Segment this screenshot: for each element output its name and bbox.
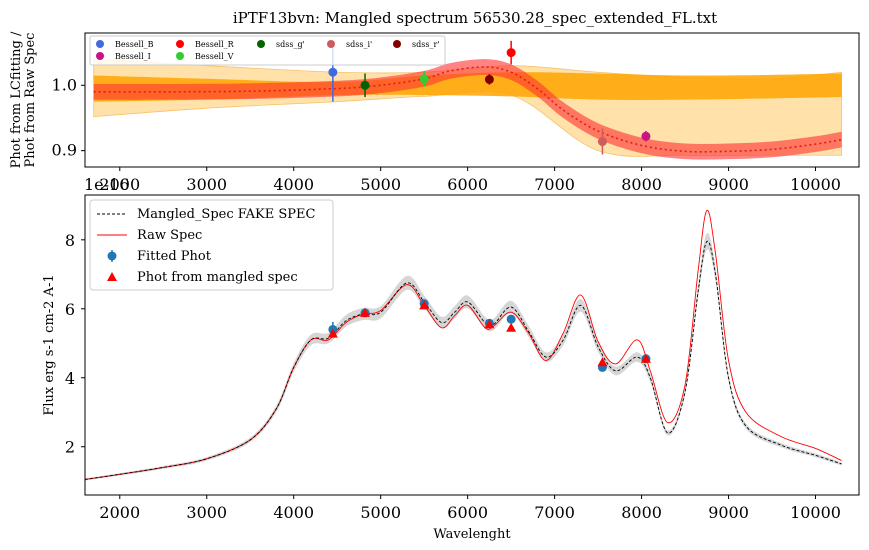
bottom-axes-frame (84, 194, 860, 496)
raw-spec-line (85, 210, 842, 480)
bottom-ytick-label: 2 (65, 438, 75, 457)
legend-phot-swatch (107, 272, 117, 281)
bottom-xtick-label: 4000 (273, 503, 314, 522)
top-legend-label: Bessell_I (115, 52, 151, 61)
top-legend-marker (327, 40, 335, 48)
top-point-marker (484, 74, 494, 84)
top-point-marker (506, 48, 516, 58)
phot-mangled-marker (327, 328, 338, 338)
top-point-marker (419, 74, 429, 84)
bottom-ytick-label: 8 (65, 231, 75, 250)
top-point-marker (328, 67, 338, 77)
legend-raw-label: Raw Spec (137, 228, 202, 243)
fitted-phot-marker (506, 314, 516, 324)
top-xtick-label: 9000 (708, 175, 749, 194)
phot-mangled-marker (484, 319, 495, 329)
legend-fitted-label: Fitted Phot (137, 249, 212, 264)
legend-phot-label: Phot from mangled spec (137, 270, 298, 285)
bottom-xtick-label: 3000 (186, 503, 227, 522)
mangled-spec-line (85, 240, 842, 480)
phot-mangled-marker (640, 353, 651, 363)
top-point-marker (597, 137, 607, 147)
phot-mangled-marker (597, 357, 608, 367)
top-xtick-label: 2000 (99, 175, 140, 194)
phot-mangled-marker (419, 300, 430, 310)
bottom-xtick-label: 2000 (99, 503, 140, 522)
top-xtick-label: 4000 (273, 175, 314, 194)
bottom-legend: Mangled_Spec FAKE SPEC Raw Spec Fitted P… (89, 199, 334, 291)
bottom-xtick-label: 8000 (621, 503, 662, 522)
offset-text: 1e-16 (84, 175, 129, 194)
top-fit-curve (93, 66, 842, 153)
top-xtick-label: 10000 (790, 175, 841, 194)
top-point (360, 73, 370, 98)
bottom-xtick-label: 6000 (447, 503, 488, 522)
top-legend-label: Bessell_V (195, 52, 234, 61)
bottom-xlabel: Wavelenght (433, 527, 511, 542)
top-legend-marker (393, 40, 401, 48)
top-legend-marker (176, 52, 184, 60)
top-legend-label: Bessell_B (115, 40, 154, 49)
top-legend: Bessell_B Bessell_I Bessell_R Bessell_V sdss… (89, 35, 446, 66)
top-ylabel-line2: Phot from Raw Spec (23, 33, 38, 168)
top-xtick-label: 3000 (186, 175, 227, 194)
top-legend-marker (257, 40, 265, 48)
bottom-xtick-label: 5000 (360, 503, 401, 522)
fitted-phot-point (506, 314, 516, 324)
top-xtick-label: 5000 (360, 175, 401, 194)
top-legend-label: sdss_i' (346, 40, 372, 49)
top-axes-frame (84, 32, 860, 168)
top-legend-marker (96, 52, 104, 60)
top-ytick-label: 1.0 (52, 75, 77, 94)
phot-mangled-marker (360, 307, 371, 317)
top-ytick-label: 0.9 (52, 141, 77, 160)
top-xtick-label: 8000 (621, 175, 662, 194)
top-legend-label: sdss_g' (276, 40, 305, 49)
top-ylabel-line1: Phot from LCfitting / (9, 31, 24, 168)
top-point (641, 131, 651, 142)
bottom-xtick-label: 10000 (790, 503, 841, 522)
top-point (506, 40, 516, 65)
top-fit-envelope (93, 59, 842, 160)
mangled-spec-band (85, 232, 842, 481)
legend-fitted-swatch (107, 251, 117, 261)
bottom-ytick-label: 6 (65, 300, 75, 319)
top-legend-label: Bessell_R (195, 40, 235, 49)
bottom-xtick-label: 9000 (708, 503, 749, 522)
top-panel: 0.9 1.0 2000 3000 4000 5000 6000 7000 8000 9000 1… (9, 31, 860, 194)
bottom-xtick-label: 7000 (534, 503, 575, 522)
top-xtick-label: 6000 (447, 175, 488, 194)
top-point-marker (360, 80, 370, 90)
phot-mangled-marker (506, 322, 517, 332)
legend-mangled-label: Mangled_Spec FAKE SPEC (137, 207, 316, 222)
top-point-marker (641, 131, 651, 141)
bottom-panel: 2 4 6 8 2000 3000 4000 5000 6000 7000 8000 9000 100… (42, 175, 860, 542)
top-legend-marker (176, 40, 184, 48)
bottom-ylabel: Flux erg s-1 cm-2 A-1 (42, 274, 57, 415)
top-point (597, 128, 607, 155)
top-point (484, 74, 494, 85)
top-legend-marker (96, 40, 104, 48)
top-point (419, 70, 429, 87)
bottom-ytick-label: 4 (65, 369, 75, 388)
top-xtick-label: 7000 (534, 175, 575, 194)
top-title: iPTF13bvn: Mangled spectrum 56530.28_spe… (233, 9, 717, 27)
top-legend-label: sdss_r' (412, 40, 439, 49)
